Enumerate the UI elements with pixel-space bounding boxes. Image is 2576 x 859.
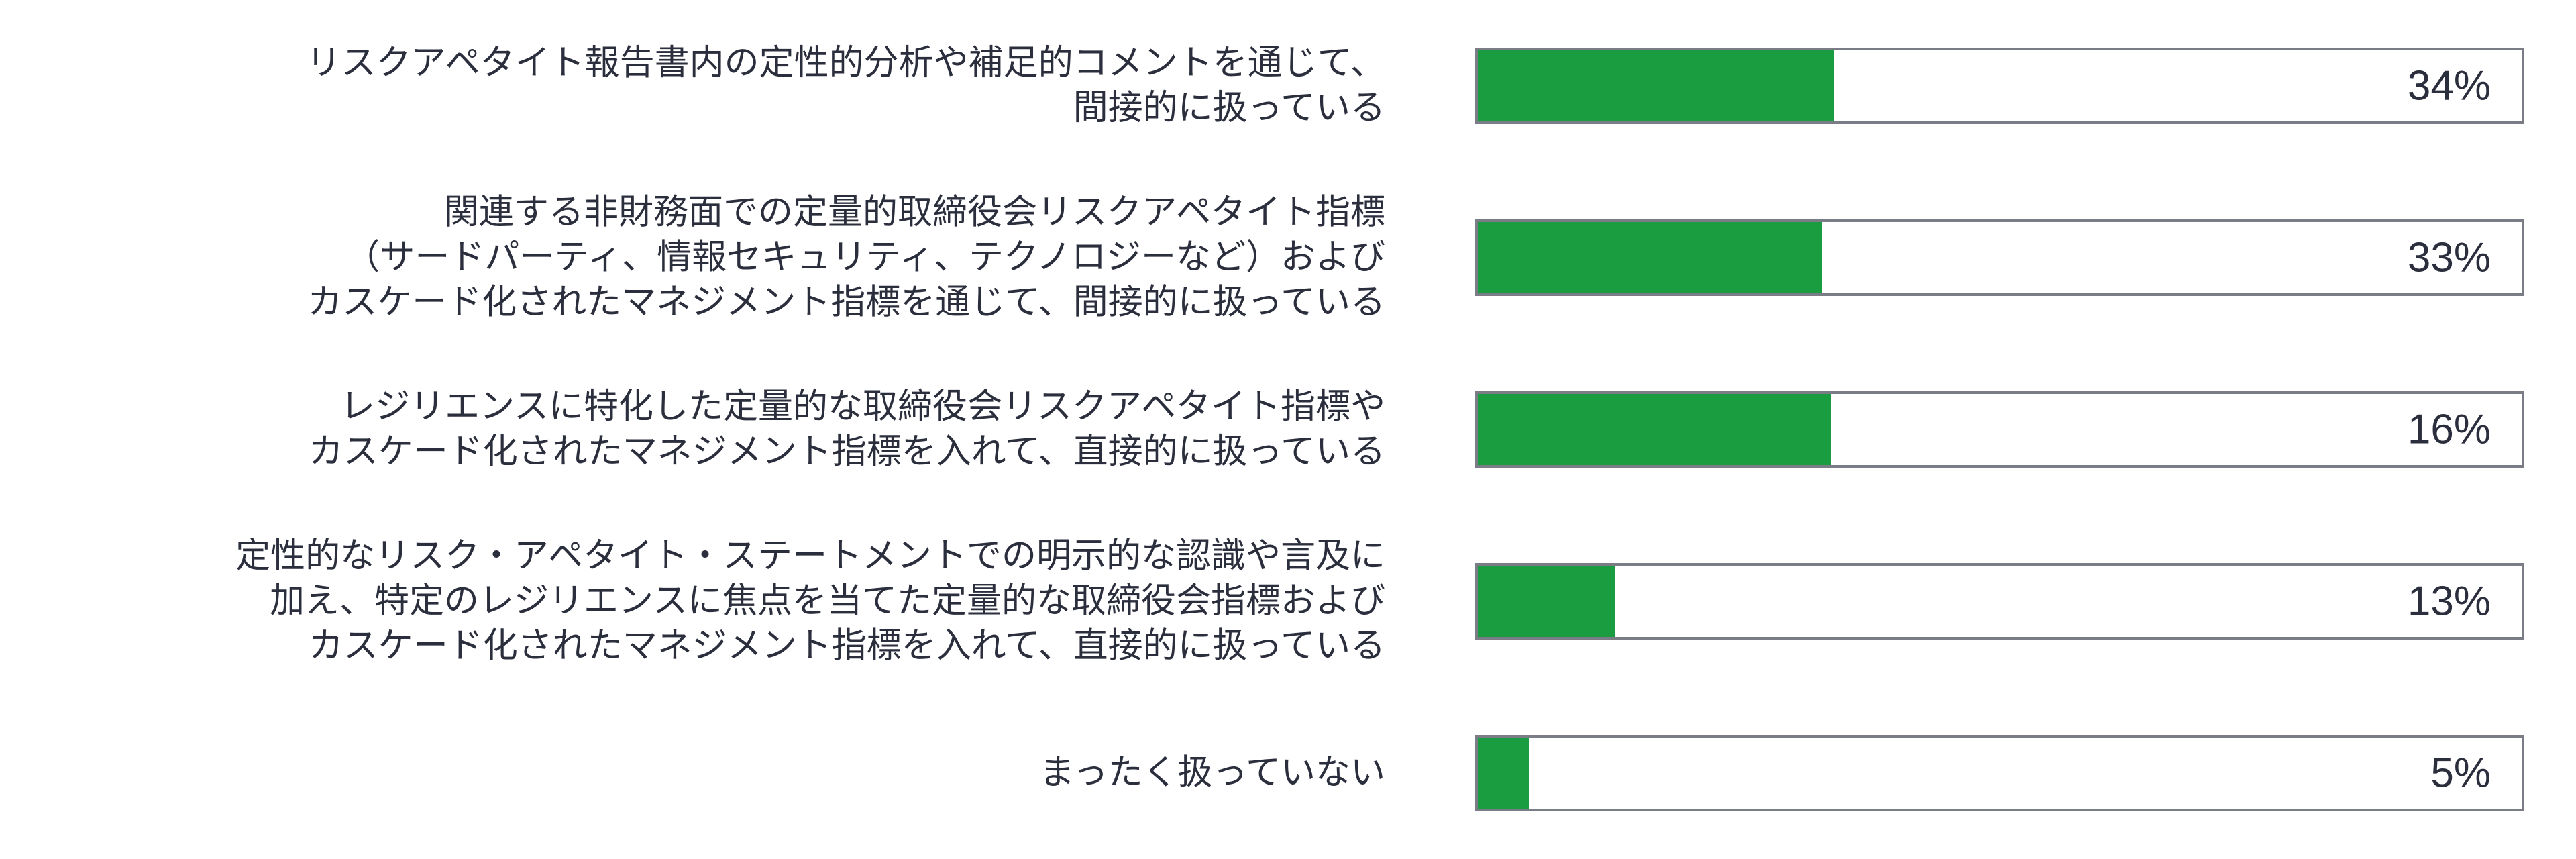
chart-row: 関連する非財務面での定量的取締役会リスクアペタイト指標 （サードパーティ、情報セ… (0, 172, 2576, 344)
category-label: レジリエンスに特化した定量的な取締役会リスクアペタイト指標や カスケード化された… (308, 387, 1385, 471)
chart-row: 定性的なリスク・アペタイト・ステートメントでの明示的な認識や言及に 加え、特定の… (0, 515, 2576, 687)
category-label: 定性的なリスク・アペタイト・ステートメントでの明示的な認識や言及に 加え、特定の… (235, 536, 1385, 666)
bar-track: 34% (1475, 48, 2524, 124)
category-label: リスクアペタイト報告書内の定性的分析や補足的コメントを通じて、 間接的に扱ってい… (306, 44, 1385, 128)
bar-track: 16% (1475, 391, 2524, 468)
chart-row: レジリエンスに特化した定量的な取締役会リスクアペタイト指標や カスケード化された… (0, 344, 2576, 515)
value-label: 5% (2430, 750, 2491, 797)
category-label: 関連する非財務面での定量的取締役会リスクアペタイト指標 （サードパーティ、情報セ… (307, 193, 1385, 322)
bar-fill (1478, 738, 1529, 809)
bar-track: 5% (1475, 735, 2524, 811)
bar-fill (1478, 394, 1832, 465)
chart-row: まったく扱っていない 5% (0, 687, 2576, 859)
value-label: 33% (2407, 234, 2491, 281)
category-label: まったく扱っていない (1039, 753, 1385, 793)
bar-track: 13% (1475, 563, 2524, 640)
bar-fill (1478, 566, 1616, 637)
bar-fill (1478, 222, 1823, 293)
value-label: 34% (2407, 62, 2491, 109)
bar-fill (1478, 50, 1834, 121)
value-label: 16% (2407, 406, 2491, 453)
chart-row: リスクアペタイト報告書内の定性的分析や補足的コメントを通じて、 間接的に扱ってい… (0, 0, 2576, 172)
bar-track: 33% (1475, 219, 2524, 296)
value-label: 13% (2407, 578, 2491, 625)
